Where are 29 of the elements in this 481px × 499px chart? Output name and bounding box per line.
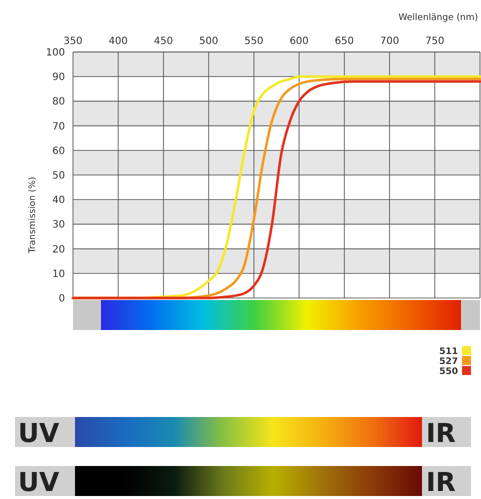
x-tick-label: 700 [380,36,400,47]
y-axis-title: Transmission (%) [28,176,38,254]
y-tick-label: 30 [52,220,65,231]
legend-label: 550 [439,367,458,377]
y-tick-label: 0 [58,294,65,304]
x-tick-label: 750 [425,36,444,47]
y-tick-label: 100 [46,48,65,58]
text: UV [18,419,60,449]
y-tick-label: 80 [52,96,65,108]
text: IR [426,419,456,449]
x-tick-label: 500 [199,36,218,47]
x-tick-label: 600 [290,36,309,47]
y-tick-label: 70 [52,121,65,132]
y-tick-label: 60 [52,146,65,157]
x-tick-label: 450 [154,36,173,47]
text: UV [18,468,60,498]
y-tick-label: 40 [52,195,65,206]
x-tick-label: 650 [334,36,354,47]
legend-label: 527 [439,357,458,367]
y-tick-label: 50 [52,170,65,182]
text: IR [426,468,456,498]
x-tick-label: 550 [244,36,264,47]
legend-label: 511 [439,347,458,357]
x-axis-title: Wellenlänge (nm) [398,13,478,23]
x-tick-label: 350 [63,36,83,47]
y-tick-label: 90 [52,72,65,84]
y-tick-label: 20 [52,244,65,256]
x-tick-label: 400 [108,36,128,47]
y-tick-label: 10 [52,268,65,280]
